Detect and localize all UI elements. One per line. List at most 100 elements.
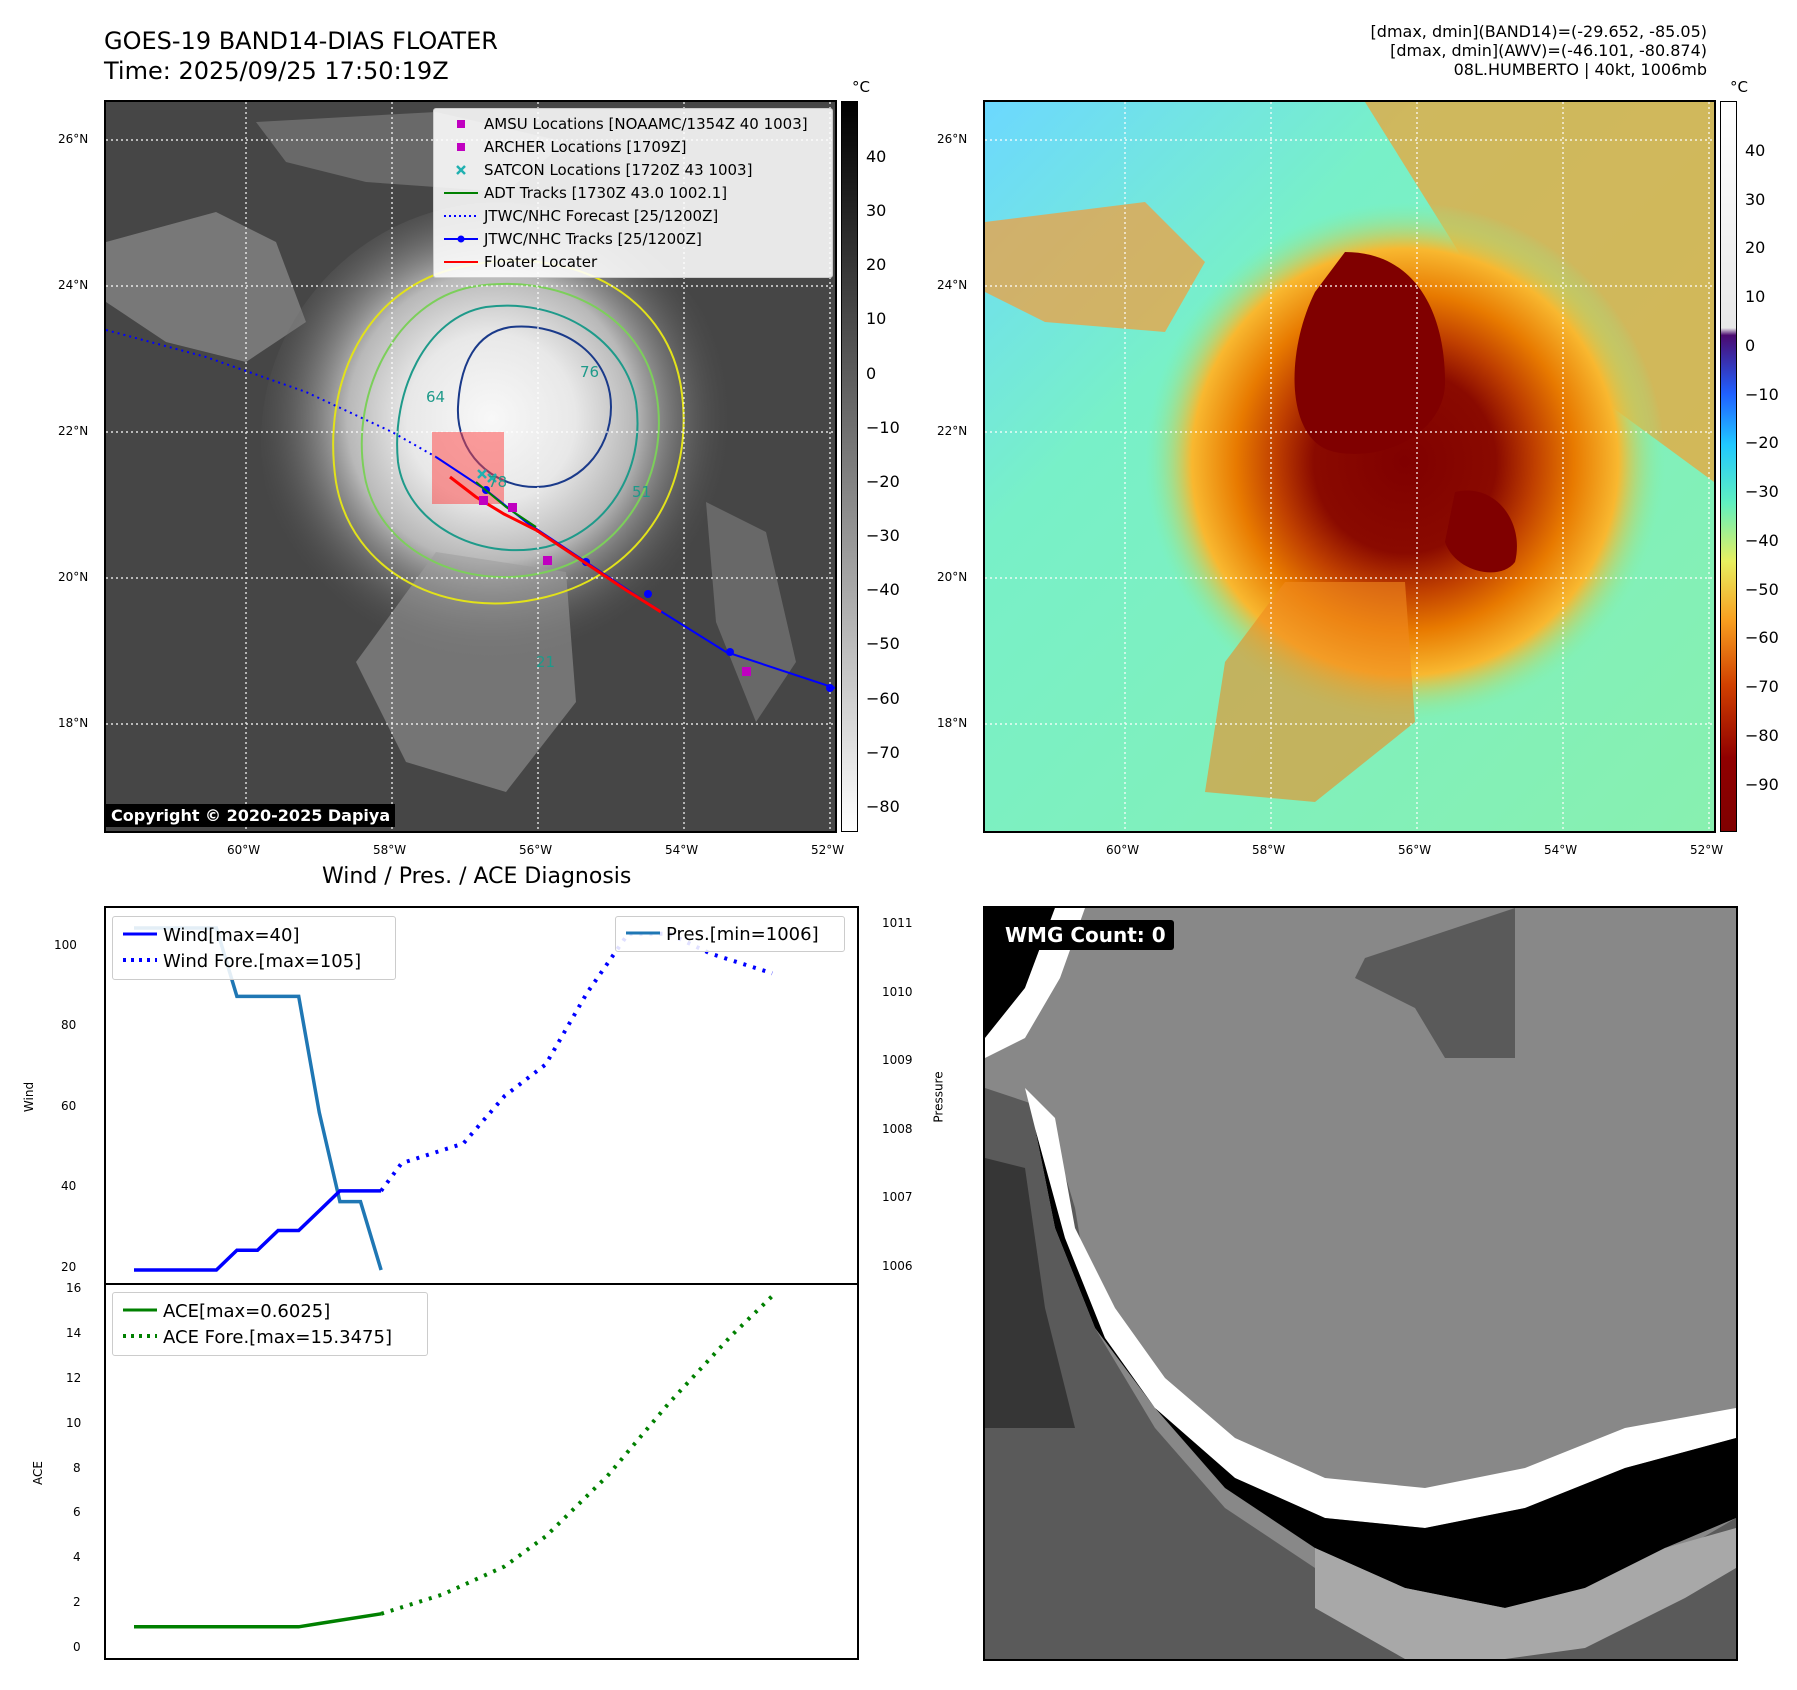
cbl-tick-0: 0 (866, 364, 877, 383)
r-lat-label-26: 26°N (937, 132, 968, 146)
contour-label-51: 51 (632, 483, 651, 501)
legend-label-forecast: JTWC/NHC Forecast [25/1200Z] (484, 207, 719, 225)
cbr-tick-m10: −10 (1745, 385, 1779, 404)
lon-label-58: 58°W (373, 843, 407, 857)
wmg-patch-top (1355, 908, 1515, 1058)
legend-label-tracks: JTWC/NHC Tracks [25/1200Z] (484, 230, 702, 248)
r-lon-label-58: 58°W (1252, 843, 1286, 857)
pres-tick-1009: 1009 (882, 1053, 913, 1067)
cbr-tick-10: 10 (1745, 287, 1766, 306)
cbr-tick-m30: −30 (1745, 482, 1779, 501)
legend-label-floater: Floater Locater (484, 253, 598, 271)
ace-tick-2: 2 (73, 1595, 81, 1609)
pres-tick-1011: 1011 (882, 916, 913, 930)
r-lat-label-22: 22°N (937, 424, 968, 438)
ace-legend: ACE[max=0.6025] ACE Fore.[max=15.3475] (112, 1292, 428, 1356)
r-lon-label-54: 54°W (1544, 843, 1578, 857)
ace-tick-12: 12 (66, 1371, 82, 1385)
cbl-tick-m20: −20 (866, 472, 900, 491)
cbr-tick-m70: −70 (1745, 677, 1779, 696)
wind-tick-100: 100 (54, 938, 77, 952)
contour-label-76: 76 (580, 363, 599, 381)
cbl-tick-m40: −40 (866, 580, 900, 599)
wind-legend: Wind[max=40] Wind Fore.[max=105] (112, 916, 396, 980)
map-legend: AMSU Locations [NOAAMC/1354Z 40 1003] AR… (433, 108, 833, 278)
lat-label-20: 20°N (58, 570, 89, 584)
cloud-band-south (356, 552, 576, 792)
diagnosis-plot (104, 906, 859, 1660)
wind-tick-40: 40 (61, 1179, 77, 1193)
legend-marker-satcon (456, 165, 466, 175)
awv-map-panel (983, 100, 1716, 833)
ace-forecast-line (380, 1294, 774, 1616)
wmg-image (985, 908, 1736, 1659)
legend-label-amsu: AMSU Locations [NOAAMC/1354Z 40 1003] (484, 115, 808, 133)
legend-label-adt: ADT Tracks [1730Z 43.0 1002.1] (484, 184, 728, 202)
cbl-tick-m70: −70 (866, 743, 900, 762)
cbr-tick-m60: −60 (1745, 628, 1779, 647)
legend-marker-ace-fore (123, 1334, 157, 1338)
wmg-count-badge: WMG Count: 0 (997, 920, 1174, 950)
legend-marker-wind-fore (123, 958, 157, 962)
wmg-outer-gray (985, 1088, 1736, 1659)
legend-marker-wind (123, 932, 157, 936)
cbl-tick-20: 20 (866, 255, 887, 274)
colorbar-right (1720, 101, 1737, 832)
diagnosis-title: Wind / Pres. / ACE Diagnosis (322, 864, 632, 889)
wmg-light-band (1315, 1528, 1736, 1659)
legend-marker-tracks (444, 235, 478, 243)
wmg-dark-region (985, 1158, 1075, 1428)
pressure-ylabel: Pressure (931, 1071, 946, 1123)
contour-labels: 64 76 78 51 21 (426, 363, 651, 671)
ace-tick-6: 6 (73, 1505, 81, 1519)
contour-label-64: 64 (426, 388, 445, 406)
ace-tick-0: 0 (73, 1640, 81, 1654)
cbl-tick-10: 10 (866, 309, 887, 328)
contour-label-78: 78 (488, 473, 507, 491)
wmg-white-ring (1025, 1088, 1736, 1528)
colorbar-left-unit: °C (852, 78, 870, 96)
ace-tick-4: 4 (73, 1550, 81, 1564)
contour-teal (396, 304, 639, 552)
cbl-tick-30: 30 (866, 201, 887, 220)
pres-tick-1007: 1007 (882, 1190, 913, 1204)
info-line-2: [dmax, dmin](AWV)=(-46.101, -80.874) (1390, 41, 1707, 60)
satcon-markers (477, 469, 497, 483)
info-line-3: 08L.HUMBERTO | 40kt, 1006mb (1453, 60, 1707, 79)
awv-band-west (985, 202, 1205, 332)
cbr-tick-40: 40 (1745, 141, 1766, 160)
wind-tick-20: 20 (61, 1260, 77, 1274)
legend-label-ace: ACE[max=0.6025] (163, 1301, 331, 1322)
lon-label-52: 52°W (811, 843, 845, 857)
legend-marker-forecast (444, 215, 478, 217)
lon-label-60: 60°W (227, 843, 261, 857)
pres-tick-1010: 1010 (882, 985, 913, 999)
legend-marker-floater (444, 261, 478, 263)
cbl-tick-m80: −80 (866, 797, 900, 816)
awv-band-south (1205, 582, 1415, 802)
ace-ylabel: ACE (30, 1461, 45, 1485)
lon-label-56: 56°W (519, 843, 553, 857)
amsu-archer-markers (479, 496, 751, 676)
chart-title: GOES-19 BAND14-DIAS FLOATER Time: 2025/0… (104, 26, 498, 86)
cbr-tick-m90: −90 (1745, 775, 1779, 794)
contour-navy (456, 325, 613, 489)
legend-label-satcon: SATCON Locations [1720Z 43 1003] (484, 161, 753, 179)
awv-storm-mass (1145, 202, 1665, 722)
r-lon-label-56: 56°W (1398, 843, 1432, 857)
cbl-tick-m60: −60 (866, 689, 900, 708)
ace-tick-14: 14 (66, 1326, 82, 1340)
wmg-panel: WMG Count: 0 (983, 906, 1738, 1661)
cbl-tick-m50: −50 (866, 634, 900, 653)
storm-info: [dmax, dmin](BAND14)=(-29.652, -85.05) [… (1371, 22, 1707, 79)
legend-label-pressure: Pres.[min=1006] (666, 924, 819, 945)
awv-map-image (985, 102, 1714, 831)
legend-marker-pressure (626, 931, 660, 935)
cbl-tick-m30: −30 (866, 526, 900, 545)
pressure-legend: Pres.[min=1006] (615, 916, 845, 952)
awv-core-south (1445, 490, 1517, 573)
cloud-band-west (106, 212, 306, 362)
contour-label-21: 21 (536, 653, 555, 671)
info-line-1: [dmax, dmin](BAND14)=(-29.652, -85.05) (1370, 22, 1707, 41)
legend-marker-amsu (457, 120, 465, 128)
